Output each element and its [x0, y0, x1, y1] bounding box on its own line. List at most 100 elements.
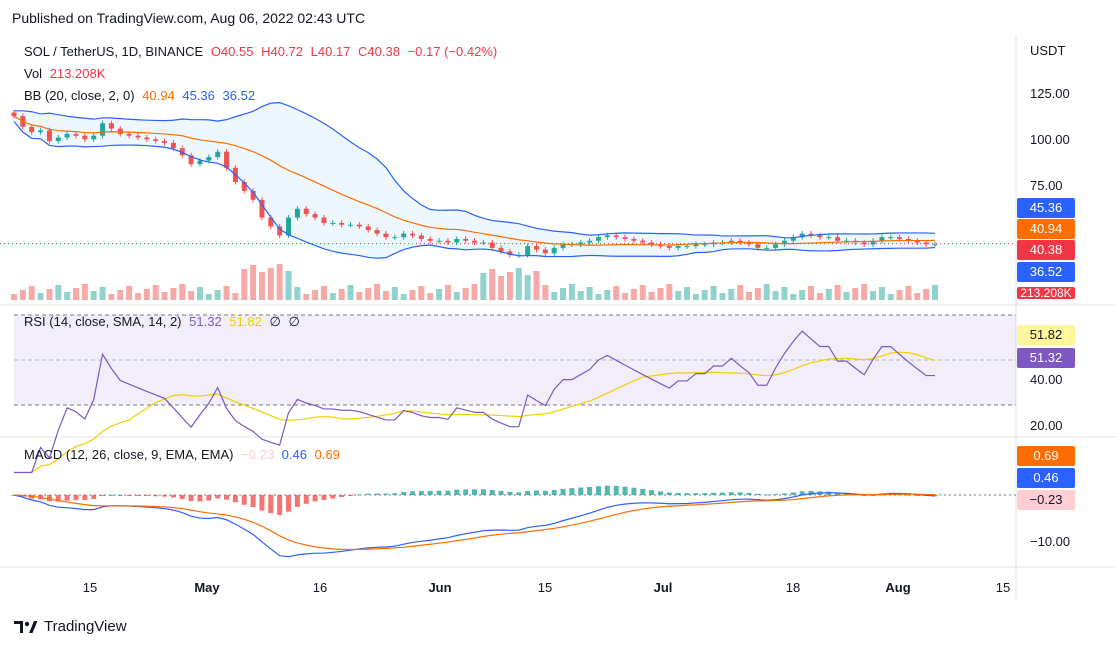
- macd-histogram-bar: [82, 495, 88, 501]
- bollinger-basis-line: [13, 115, 936, 246]
- macd-histogram-bar: [330, 495, 336, 499]
- candle-body: [702, 244, 708, 246]
- volume-bar: [427, 293, 434, 300]
- symbol-legend[interactable]: SOL / TetherUS, 1D, BINANCE O40.55 H40.7…: [24, 44, 501, 59]
- macd-histogram-bar: [799, 491, 805, 495]
- macd-histogram-bar: [321, 495, 327, 501]
- volume-bar: [37, 293, 44, 300]
- macd-histogram-bar: [64, 495, 70, 501]
- candle-body: [897, 237, 903, 239]
- candle-body: [303, 208, 309, 215]
- volume-bar: [577, 291, 584, 300]
- volume-bar: [391, 287, 398, 300]
- volume-bar: [692, 294, 699, 300]
- grid: [0, 36, 1116, 600]
- volume-legend[interactable]: Vol 213.208K: [24, 66, 109, 81]
- rsi-axis-label: 20.00: [1030, 418, 1063, 433]
- volume-bar: [551, 292, 558, 300]
- macd-histogram-bar: [711, 492, 717, 495]
- symbol-label[interactable]: SOL / TetherUS, 1D, BINANCE: [24, 44, 204, 59]
- candle-body: [905, 238, 911, 241]
- macd-signal-badge: 0.69: [1017, 446, 1075, 466]
- volume-bar: [444, 285, 451, 300]
- volume-bar: [250, 265, 257, 300]
- price-axis-label: 125.00: [1030, 86, 1070, 101]
- x-axis-label: Aug: [885, 580, 911, 595]
- rsi-extra-value-2: ∅: [288, 314, 300, 329]
- rsi-label: RSI (14, close, SMA, 14, 2): [24, 314, 182, 329]
- volume-bar: [905, 286, 912, 300]
- macd-histogram-bar: [649, 490, 655, 495]
- volume-bar: [533, 271, 540, 300]
- price-axis-label: 75.00: [1030, 178, 1063, 193]
- candle-body: [330, 222, 336, 224]
- candle-body: [268, 217, 274, 227]
- volume-bar: [46, 289, 53, 300]
- macd-histogram-bar: [498, 490, 504, 495]
- macd-histogram-bar: [410, 491, 416, 495]
- candle-body: [631, 238, 637, 241]
- macd-histogram-bar: [516, 492, 522, 495]
- candle-body: [339, 222, 345, 225]
- macd-hist-value: −0.23: [241, 447, 275, 462]
- macd-histogram-bar: [153, 495, 159, 497]
- candle-body: [312, 214, 318, 218]
- candle-body: [693, 244, 699, 247]
- candle-body: [445, 240, 451, 243]
- candle-body: [153, 139, 159, 142]
- macd-histogram-bar: [259, 495, 265, 511]
- volume-bar: [205, 294, 212, 300]
- volume-bar: [480, 273, 487, 300]
- volume-bar: [790, 294, 797, 300]
- candle-body: [179, 148, 185, 156]
- candle-body: [356, 224, 362, 227]
- macd-histogram-bar: [418, 491, 424, 495]
- x-axis-label: Jul: [653, 580, 673, 595]
- volume-bar: [436, 289, 443, 300]
- volume-bar: [356, 292, 363, 300]
- candle-body: [38, 130, 44, 133]
- volume-bar: [285, 271, 292, 300]
- volume-bar: [781, 287, 788, 300]
- volume-bar: [214, 290, 221, 300]
- bollinger-legend[interactable]: BB (20, close, 2, 0) 40.94 45.36 36.52: [24, 88, 259, 103]
- macd-histogram-bar: [489, 489, 495, 495]
- candle-body: [64, 133, 70, 138]
- candle-body: [879, 237, 885, 241]
- macd-value: 0.46: [281, 447, 307, 462]
- macd-histogram-bar: [578, 487, 584, 495]
- volume-bar: [11, 294, 17, 300]
- macd-histogram-bar: [755, 493, 761, 495]
- volume-bar: [515, 268, 522, 300]
- candle-body: [91, 135, 97, 140]
- candle-body: [480, 242, 486, 244]
- candle-body: [773, 244, 779, 248]
- candle-body: [224, 151, 230, 168]
- x-axis-label: 15: [995, 580, 1011, 595]
- macd-legend[interactable]: MACD (12, 26, close, 9, EMA, EMA) −0.23 …: [24, 447, 344, 462]
- tradingview-logo[interactable]: TradingView: [14, 618, 127, 635]
- volume-bar: [99, 287, 106, 300]
- candle-body: [932, 244, 938, 246]
- macd-histogram-bar: [835, 492, 841, 495]
- candle-body: [286, 217, 292, 236]
- candle-body: [542, 249, 548, 254]
- rsi-legend[interactable]: RSI (14, close, SMA, 14, 2) 51.32 51.82 …: [24, 314, 304, 330]
- bollinger-basis-value: 40.94: [142, 88, 175, 103]
- rsi-ma-badge: 51.82: [1017, 325, 1075, 345]
- macd-histogram-bar: [303, 495, 309, 504]
- macd-histogram-bar: [870, 495, 876, 496]
- volume-bar: [613, 286, 620, 300]
- volume-bar: [81, 284, 88, 300]
- candle-body: [392, 237, 398, 239]
- candle-body: [410, 233, 416, 236]
- tradingview-logo-icon: [14, 620, 38, 633]
- volume-value: 213.208K: [49, 66, 106, 81]
- macd-histogram-bar: [144, 495, 150, 496]
- candle-body: [383, 233, 389, 238]
- volume-bar: [471, 284, 478, 300]
- price-badge: 40.38: [1017, 240, 1075, 260]
- candle-body: [277, 226, 283, 236]
- candle-body: [321, 217, 327, 223]
